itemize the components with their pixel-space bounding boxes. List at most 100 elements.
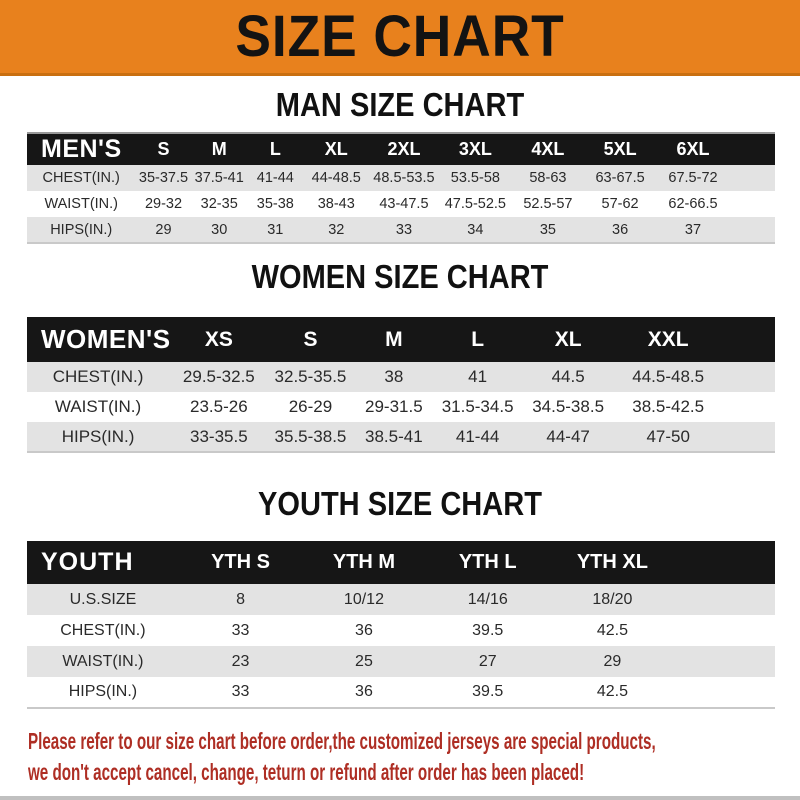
size-column-header: 4XL — [531, 139, 565, 159]
size-chart-banner: SIZE CHART — [0, 0, 800, 76]
size-cell: 36 — [355, 621, 373, 639]
size-cell: 37 — [684, 221, 702, 238]
size-cell: 38-43 — [317, 196, 355, 212]
size-cell: 29 — [603, 652, 622, 670]
size-cell: 44-48.5 — [311, 170, 361, 186]
row-label: CHEST(IN.) — [60, 621, 146, 639]
footer-notice: Please refer to our size chart before or… — [0, 726, 800, 788]
size-cell: 27 — [478, 652, 497, 670]
row-label: WAIST(IN.) — [62, 652, 144, 670]
size-cell: 67.5-72 — [668, 170, 718, 186]
size-cell: 35-38 — [256, 196, 294, 212]
row-label: WAIST(IN.) — [54, 397, 142, 416]
men-table-title: MEN'S — [41, 135, 122, 163]
size-column-header: 5XL — [603, 139, 637, 159]
women-table-title: WOMEN'S — [41, 324, 171, 354]
size-cell: 23.5-26 — [190, 397, 248, 416]
size-cell: 52.5-57 — [523, 196, 573, 212]
women-size-chart-heading: WOMEN SIZE CHART — [251, 258, 549, 295]
size-cell: 32 — [328, 221, 345, 238]
table-row: U.S.SIZE 8 10/12 14/16 18/20 — [27, 584, 775, 615]
size-cell: 47-50 — [646, 426, 690, 446]
size-cell: 26-29 — [288, 397, 333, 416]
table-header-row: YOUTH YTH S YTH M YTH L YTH XL — [27, 541, 775, 584]
size-cell: 38 — [384, 367, 404, 386]
size-column-header: 2XL — [387, 139, 421, 159]
size-cell: 31.5-34.5 — [441, 397, 514, 416]
table-row: WAIST(IN.) 29-32 32-35 35-38 38-43 43-47… — [27, 191, 775, 217]
size-cell: 41 — [468, 367, 488, 386]
row-label: U.S.SIZE — [69, 590, 137, 608]
size-cell: 35.5-38.5 — [274, 426, 347, 446]
table-row: WAIST(IN.) 23 25 27 29 — [27, 646, 775, 677]
size-cell: 38.5-42.5 — [632, 397, 705, 416]
footer-line-2: we don't accept cancel, change, teturn o… — [28, 759, 585, 785]
size-column-header: XL — [324, 139, 348, 159]
size-cell: 36 — [612, 221, 629, 238]
size-cell: 33 — [395, 221, 413, 238]
size-cell: 34 — [467, 221, 484, 238]
size-cell: 32.5-35.5 — [274, 367, 347, 386]
size-column-header: YTH M — [332, 551, 396, 573]
size-cell: 33-35.5 — [190, 426, 248, 446]
size-cell: 30 — [211, 221, 228, 238]
bottom-edge-divider — [0, 796, 800, 800]
size-cell: 29 — [155, 221, 172, 238]
size-cell: 36 — [355, 683, 373, 700]
size-cell: 38.5-41 — [365, 426, 423, 446]
size-cell: 58-63 — [529, 170, 567, 186]
size-column-header: XL — [554, 327, 582, 351]
size-column-header: L — [269, 139, 281, 159]
size-cell: 8 — [236, 590, 245, 608]
size-cell: 53.5-58 — [450, 170, 500, 186]
size-cell: 63-67.5 — [595, 170, 645, 186]
size-cell: 29-31.5 — [365, 397, 423, 416]
size-cell: 41-44 — [455, 426, 500, 446]
size-column-header: YTH XL — [576, 551, 648, 573]
size-cell: 31 — [267, 221, 284, 238]
size-cell: 29-32 — [144, 196, 183, 212]
row-label: HIPS(IN.) — [61, 426, 135, 446]
size-cell: 35 — [539, 221, 556, 238]
size-cell: 25 — [355, 652, 373, 670]
size-cell: 10/12 — [343, 590, 384, 608]
row-label: CHEST(IN.) — [52, 367, 144, 386]
table-header-row: MEN'S S M L XL 2XL 3XL 4XL 5XL 6XL — [27, 133, 775, 165]
size-cell: 42.5 — [596, 683, 628, 700]
size-column-header: M — [385, 327, 403, 351]
size-column-header: YTH L — [458, 551, 517, 573]
size-column-header: 6XL — [676, 139, 710, 159]
table-row: CHEST(IN.) 33 36 39.5 42.5 — [27, 615, 775, 646]
size-cell: 42.5 — [596, 621, 628, 639]
size-column-header: YTH S — [211, 551, 270, 573]
size-cell: 37.5-41 — [194, 170, 244, 186]
size-cell: 44.5 — [551, 367, 585, 386]
table-row: HIPS(IN.) 29 30 31 32 33 34 35 36 37 — [27, 217, 775, 243]
size-cell: 43-47.5 — [379, 196, 429, 212]
youth-table-title: YOUTH — [41, 548, 134, 576]
size-cell: 14/16 — [467, 590, 508, 608]
row-label: HIPS(IN.) — [50, 221, 113, 238]
size-column-header: XS — [204, 327, 233, 351]
table-row: HIPS(IN.) 33 36 39.5 42.5 — [27, 677, 775, 708]
size-cell: 39.5 — [472, 683, 504, 700]
row-label: CHEST(IN.) — [42, 170, 120, 186]
size-column-header: M — [211, 139, 227, 159]
size-cell: 32-35 — [200, 196, 238, 212]
table-row: CHEST(IN.) 29.5-32.5 32.5-35.5 38 41 44.… — [27, 362, 775, 392]
size-cell: 39.5 — [472, 621, 504, 639]
women-size-table: WOMEN'S XS S M L XL XXL CHEST(IN.) 29.5-… — [27, 317, 775, 453]
size-column-header: S — [157, 139, 170, 159]
size-cell: 44.5-48.5 — [632, 367, 705, 386]
youth-size-chart-heading: YOUTH SIZE CHART — [258, 485, 542, 522]
size-chart-title: SIZE CHART — [235, 3, 565, 69]
youth-size-table: YOUTH YTH S YTH M YTH L YTH XL U.S.SIZE … — [27, 541, 775, 709]
size-cell: 41-44 — [256, 170, 294, 186]
table-row: WAIST(IN.) 23.5-26 26-29 29-31.5 31.5-34… — [27, 392, 775, 422]
size-column-header: L — [471, 327, 485, 351]
footer-line-1: Please refer to our size chart before or… — [28, 728, 656, 754]
men-size-table: MEN'S S M L XL 2XL 3XL 4XL 5XL 6XL CHEST… — [27, 132, 775, 244]
size-cell: 62-66.5 — [668, 196, 718, 212]
size-cell: 48.5-53.5 — [373, 170, 435, 186]
size-cell: 23 — [231, 652, 250, 670]
